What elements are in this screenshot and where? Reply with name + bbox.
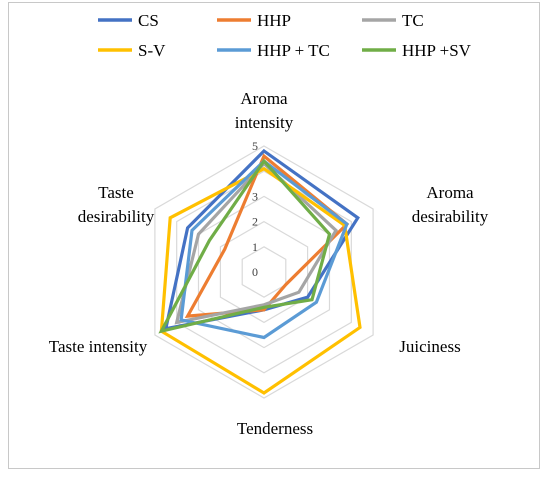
tick-label-3: 3 [252,189,258,203]
category-label-1: Aroma desirability [412,183,489,226]
category-label-5: Taste desirability [78,183,155,226]
legend-label-hhp: HHP [257,11,291,30]
chart-frame [8,2,540,469]
legend-label-cs: CS [138,11,159,30]
grid-ring-2 [219,220,309,324]
grid-ring-4 [176,170,352,374]
category-label-4: Taste intensity [49,337,148,356]
tick-label-0: 0 [252,265,258,279]
grid-ring-5 [154,145,374,399]
legend-label-hhp-sv: HHP +SV [402,41,472,60]
category-label-3: Tenderness [237,419,313,438]
series-line-hhp-sv [158,158,332,334]
legend-label-hhp-tc: HHP + TC [257,41,330,60]
tick-label-1: 1 [252,240,258,254]
tick-label-5: 5 [252,139,258,153]
category-label-0: Aroma intensity [235,89,294,132]
category-labels: Aroma intensity Aroma desirability Juiciness… [49,89,489,438]
series-line-hhp-tc [179,158,349,340]
grid-ring-1 [241,246,287,298]
data-series [158,148,362,395]
tick-label-2: 2 [252,215,258,229]
series-line-tc [174,161,339,325]
legend: CS HHP TC S-V HHP + TC HHP +SV [98,11,472,60]
legend-label-tc: TC [402,11,424,30]
legend-label-s-v: S-V [138,41,166,60]
category-label-2: Juiciness [399,337,460,356]
